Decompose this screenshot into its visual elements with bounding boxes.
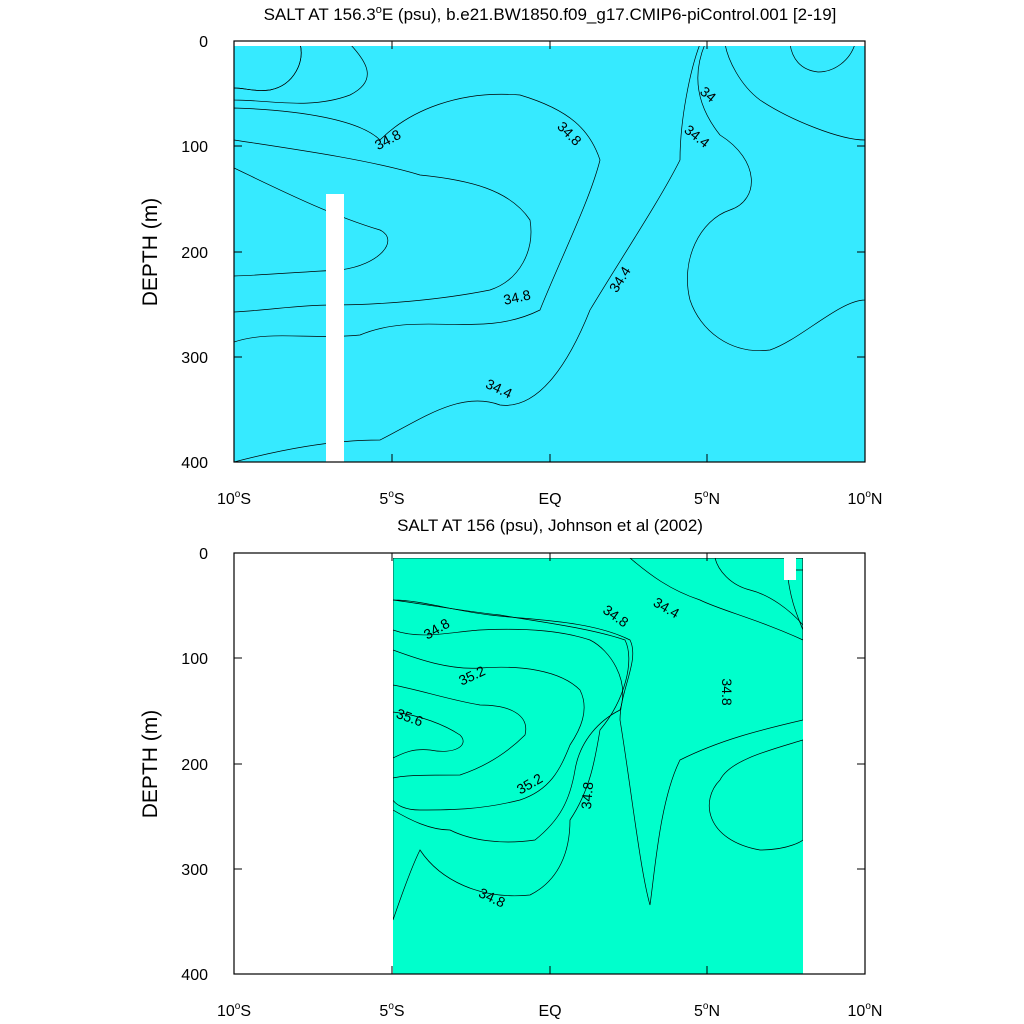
y-tick-label: 100 — [181, 139, 208, 156]
x-tick-label: 5oS — [379, 489, 404, 508]
x-tick-label: EQ — [538, 1003, 561, 1020]
bottom-missing-cell — [784, 558, 796, 580]
contour-label: 34.8 — [578, 781, 596, 810]
bottom-contour-field — [393, 558, 803, 974]
bottom-y-axis-label: DEPTH (m) — [139, 710, 162, 819]
x-tick-label: EQ — [538, 491, 561, 508]
y-tick-label: 400 — [181, 455, 208, 472]
top-band-34.2-east — [687, 44, 865, 351]
bottom-band-35.0 — [393, 628, 623, 843]
top-x-tick-labels: 10oS 5oS EQ 5oN 10oN — [217, 489, 882, 508]
bottom-band-35.4 — [393, 684, 527, 779]
bottom-x-tick-labels: 10oS 5oS EQ 5oN 10oN — [217, 1001, 882, 1020]
bottom-band-34.4-east — [629, 558, 803, 641]
top-band-33.6-east — [789, 44, 856, 73]
top-band-34.0-east — [724, 44, 865, 141]
bottom-field-base — [393, 558, 803, 974]
x-tick-label: 5oN — [694, 1001, 720, 1020]
contour-label: 34.8 — [719, 678, 735, 705]
x-tick-label: 10oS — [217, 1001, 251, 1020]
top-band-34.8 — [234, 93, 601, 343]
x-tick-label: 5oS — [379, 1001, 404, 1020]
bottom-band-34.6-east-deep — [708, 739, 803, 851]
top-contour-field — [234, 44, 865, 462]
y-tick-label: 0 — [199, 34, 208, 51]
bottom-y-tick-labels: 0 100 200 300 400 — [181, 546, 208, 984]
bottom-title: SALT AT 156 (psu), Johnson et al (2002) — [397, 516, 703, 535]
top-title: SALT AT 156.3oE (psu), b.e21.BW1850.f09_… — [264, 4, 837, 24]
y-tick-label: 400 — [181, 967, 208, 984]
y-tick-label: 200 — [181, 757, 208, 774]
x-tick-label: 10oN — [848, 489, 883, 508]
top-band-34.4-west — [234, 44, 368, 104]
top-y-axis-label: DEPTH (m) — [139, 198, 162, 307]
contour-label: 34.8 — [502, 286, 532, 307]
top-y-tick-labels: 0 100 200 300 400 — [181, 34, 208, 472]
y-tick-label: 300 — [181, 350, 208, 367]
bottom-band-33.6-east — [786, 569, 803, 631]
bottom-band-35.2 — [393, 649, 585, 811]
x-tick-label: 10oN — [848, 1001, 883, 1020]
top-band-35.2 — [234, 167, 389, 277]
y-tick-label: 200 — [181, 245, 208, 262]
x-tick-label: 5oN — [694, 489, 720, 508]
bottom-band-34.6 — [393, 558, 803, 906]
x-tick-label: 10oS — [217, 489, 251, 508]
bottom-band-34.8 — [393, 599, 630, 921]
y-tick-label: 0 — [199, 546, 208, 563]
top-band-34.6 — [234, 44, 701, 462]
bottom-ticks — [233, 552, 866, 975]
top-missing-strip — [326, 194, 344, 462]
top-panel: SALT AT 156.3oE (psu), b.e21.BW1850.f09_… — [139, 4, 882, 508]
bottom-panel: SALT AT 156 (psu), Johnson et al (2002) — [139, 516, 882, 1020]
top-ticks — [233, 40, 866, 463]
y-tick-label: 100 — [181, 651, 208, 668]
y-tick-label: 300 — [181, 862, 208, 879]
bottom-band-35.6 — [393, 711, 464, 759]
